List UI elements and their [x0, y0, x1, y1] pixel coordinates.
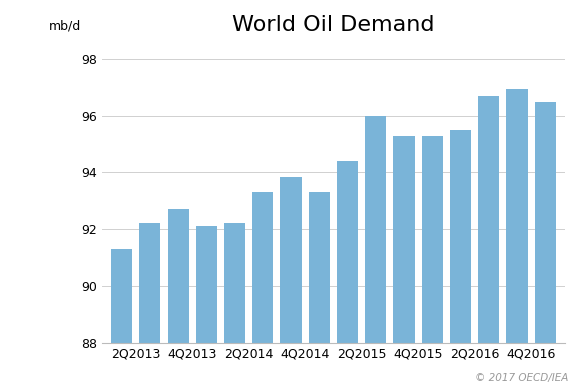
Bar: [422, 135, 443, 387]
Bar: [506, 89, 528, 387]
Bar: [450, 130, 471, 387]
Bar: [224, 223, 245, 387]
Bar: [168, 209, 188, 387]
Bar: [252, 192, 273, 387]
Bar: [365, 116, 386, 387]
Bar: [111, 249, 132, 387]
Text: © 2017 OECD/IEA: © 2017 OECD/IEA: [475, 373, 568, 383]
Bar: [535, 101, 556, 387]
Bar: [309, 192, 330, 387]
Bar: [139, 223, 161, 387]
Bar: [393, 135, 415, 387]
Bar: [281, 177, 302, 387]
Bar: [478, 96, 499, 387]
Title: World Oil Demand: World Oil Demand: [232, 15, 434, 35]
Bar: [337, 161, 358, 387]
Bar: [196, 226, 217, 387]
Y-axis label: mb/d: mb/d: [49, 20, 81, 33]
